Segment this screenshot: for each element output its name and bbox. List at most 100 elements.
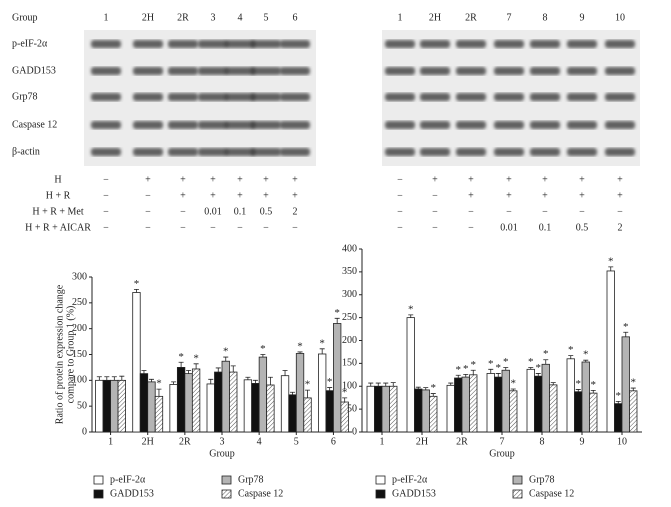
treatment-cell: + <box>542 190 548 201</box>
treatment-cell: + <box>180 174 186 185</box>
significance-mark: * <box>583 349 589 361</box>
blot-band <box>605 121 635 129</box>
error-bar <box>488 368 494 374</box>
blot-band <box>91 67 121 75</box>
bar <box>184 373 193 433</box>
y-tick-label: 150 <box>342 358 357 369</box>
bar <box>446 384 455 433</box>
bar <box>288 394 297 433</box>
error-bar <box>267 376 273 385</box>
blot-band <box>494 121 524 129</box>
error-bar <box>334 317 340 324</box>
y-tick-label: 200 <box>72 323 87 334</box>
bar <box>606 270 615 433</box>
bar <box>139 373 149 433</box>
significance-mark: * <box>156 378 162 390</box>
error-bar <box>96 376 102 381</box>
blot-band <box>456 67 486 75</box>
significance-mark: * <box>496 362 502 374</box>
protein-label: Grp78 <box>12 91 38 102</box>
blot-band <box>225 93 255 101</box>
x-axis-label: Group <box>489 448 515 459</box>
blot-band <box>605 148 635 156</box>
blot-band <box>385 121 415 129</box>
error-bar <box>290 391 296 395</box>
treatment-cell: − <box>617 206 623 217</box>
error-bar <box>383 382 389 387</box>
blot-band <box>567 148 597 156</box>
treatment-cell: 0.1 <box>539 222 552 233</box>
lane-label: 10 <box>615 12 625 23</box>
error-bar <box>178 361 184 368</box>
x-tick-label: 1 <box>108 436 113 447</box>
blot-band <box>567 121 597 129</box>
legend-label: GADD153 <box>392 488 436 499</box>
significance-mark: * <box>327 376 333 388</box>
treatment-cell: + <box>210 190 216 201</box>
treatment-cell: + <box>180 190 186 201</box>
blot-band <box>251 93 281 101</box>
bar <box>243 379 253 433</box>
blot-band <box>198 40 228 48</box>
legend-swatch <box>93 475 104 485</box>
legend-label: Caspase 12 <box>238 488 283 499</box>
x-tick-label: 5 <box>294 436 299 447</box>
blot-band <box>280 93 310 101</box>
blot-band <box>133 67 163 75</box>
blot-band <box>225 67 255 75</box>
legend-swatch <box>93 489 104 499</box>
error-bar <box>470 369 476 375</box>
blot-band <box>168 40 198 48</box>
treatment-cell: + <box>263 190 269 201</box>
x-tick-label: 4 <box>257 436 262 447</box>
treatment-cell: − <box>468 222 474 233</box>
y-tick-label: 350 <box>342 266 357 277</box>
treatment-cell: − <box>432 190 438 201</box>
bar <box>147 381 156 433</box>
bar <box>110 379 119 433</box>
treatment-cell: 0.01 <box>500 222 518 233</box>
treatment-cell: + <box>617 174 623 185</box>
blot-band <box>168 148 198 156</box>
error-bar <box>583 359 589 363</box>
treatment-cell: + <box>468 190 474 201</box>
blot-band <box>385 93 415 101</box>
lane-label: 2H <box>429 12 441 23</box>
blot-band <box>251 121 281 129</box>
legend-swatch <box>512 489 523 499</box>
legend-label: p-eIF-2α <box>392 474 428 485</box>
blot-band <box>567 40 597 48</box>
legend-label: p-eIF-2α <box>110 474 146 485</box>
significance-mark: * <box>319 337 325 349</box>
treatment-cell: 0.1 <box>234 206 247 217</box>
significance-mark: * <box>591 379 597 391</box>
treatment-cell: 2 <box>293 206 298 217</box>
lane-label: 8 <box>543 12 548 23</box>
significance-mark: * <box>536 362 542 374</box>
treatment-cell: − <box>292 222 298 233</box>
treatment-cell: + <box>292 174 298 185</box>
blot-band <box>420 67 450 75</box>
treatment-cell: + <box>292 190 298 201</box>
y-tick-label: 250 <box>72 297 87 308</box>
error-bar <box>430 393 436 397</box>
blot-band <box>456 93 486 101</box>
group-label: Group <box>12 12 38 23</box>
blot-band <box>420 93 450 101</box>
lane-label: 1 <box>398 12 403 23</box>
treatment-cell: 0.5 <box>576 222 589 233</box>
error-bar <box>245 376 251 380</box>
blot-band <box>133 121 163 129</box>
x-tick-label: 2R <box>456 436 468 447</box>
y-tick-label: 100 <box>342 381 357 392</box>
blot-band <box>385 67 415 75</box>
blot-band <box>91 121 121 129</box>
treatment-cell: + <box>237 190 243 201</box>
blot-band <box>91 93 121 101</box>
blot-band <box>494 148 524 156</box>
legend-swatch <box>375 475 386 485</box>
x-tick-label: 2H <box>142 436 154 447</box>
error-bar <box>260 354 266 358</box>
significance-mark: * <box>193 352 199 364</box>
